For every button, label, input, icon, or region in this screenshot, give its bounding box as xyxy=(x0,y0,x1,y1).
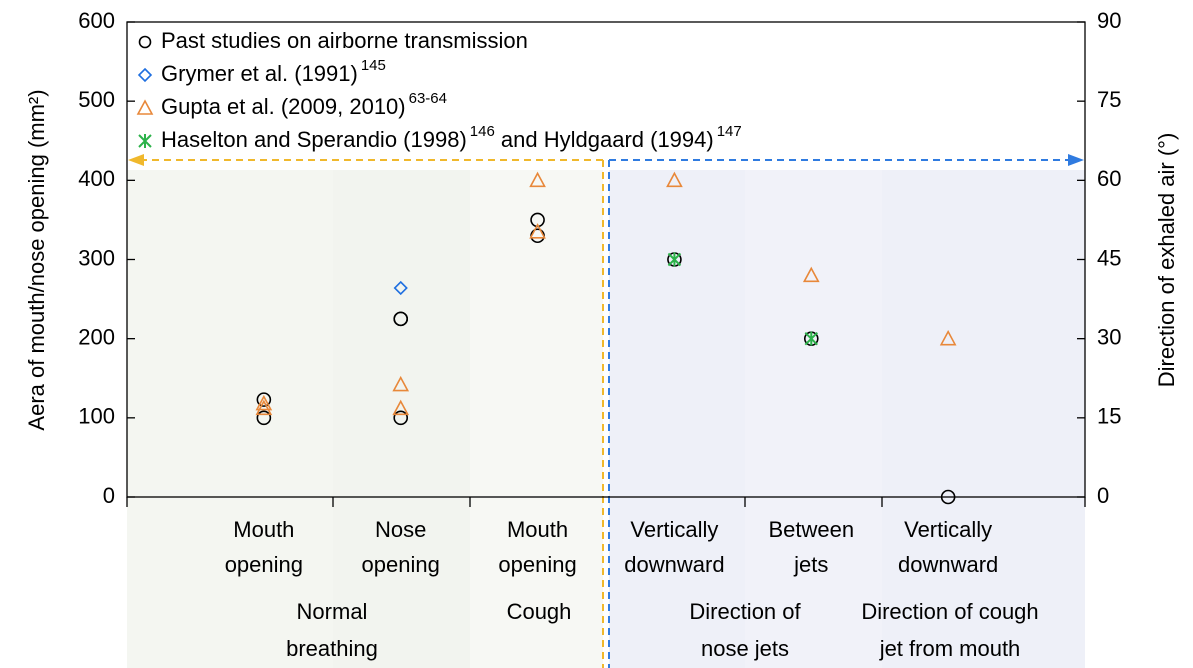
point xyxy=(939,329,957,346)
legend-marker xyxy=(138,134,152,148)
arrow-head xyxy=(128,154,144,166)
group-label: Normal xyxy=(297,599,368,624)
region-shade xyxy=(609,170,745,668)
point xyxy=(393,410,409,426)
legend-marker xyxy=(138,35,152,49)
legend-label: Haselton and Sperandio (1998) 146 and Hyl… xyxy=(161,123,742,152)
point xyxy=(255,394,273,411)
legend-text: Past studies on airborne transmission xyxy=(161,28,528,53)
point xyxy=(256,410,272,426)
group-label: jet from mouth xyxy=(879,636,1021,661)
point xyxy=(940,489,956,505)
point xyxy=(802,266,820,283)
legend-label: Gupta et al. (2009, 2010) 63-64 xyxy=(161,90,447,119)
legend-entry: Gupta et al. (2009, 2010) 63-64 xyxy=(136,90,447,119)
y2-tick-label: 60 xyxy=(1097,166,1121,191)
x-tick-label: Between xyxy=(768,517,854,542)
y-tick-label: 500 xyxy=(78,87,115,112)
group-label: Direction of cough xyxy=(861,599,1038,624)
legend-marker xyxy=(137,67,153,83)
legend-text: Grymer et al. (1991) xyxy=(161,61,358,86)
arrow-head xyxy=(1068,154,1084,166)
group-label: Direction of xyxy=(689,599,801,624)
point xyxy=(529,223,546,239)
legend-marker xyxy=(136,99,154,115)
y2-tick-label: 0 xyxy=(1097,483,1109,508)
x-tick-label: Vertically xyxy=(904,517,992,542)
x-tick-label: opening xyxy=(498,552,576,577)
y-tick-label: 100 xyxy=(78,404,115,429)
x-tick-label: downward xyxy=(898,552,998,577)
y-tick-label: 600 xyxy=(78,8,115,33)
legend-text: Gupta et al. (2009, 2010) xyxy=(161,94,406,119)
x-tick-label: downward xyxy=(624,552,724,577)
y2-tick-label: 15 xyxy=(1097,404,1121,429)
point xyxy=(529,171,546,188)
legend-superscript: 147 xyxy=(717,123,742,140)
legend-entry: Grymer et al. (1991) 145 xyxy=(137,57,386,86)
point xyxy=(666,171,683,188)
x-tick-label: Mouth xyxy=(233,517,294,542)
region-shade xyxy=(745,170,882,668)
region-shade xyxy=(470,170,603,668)
point xyxy=(393,280,408,296)
legend-entry: Past studies on airborne transmission xyxy=(138,28,528,53)
legend-superscript: 63-64 xyxy=(409,90,447,107)
y2-tick-label: 75 xyxy=(1097,87,1121,112)
x-tick-label: jets xyxy=(793,552,828,577)
y2-tick-label: 90 xyxy=(1097,8,1121,33)
point xyxy=(255,399,273,416)
y-tick-label: 0 xyxy=(103,483,115,508)
point xyxy=(392,375,410,392)
legend-label: Past studies on airborne transmission xyxy=(161,28,528,53)
region-shade xyxy=(333,170,470,668)
y-tick-label: 300 xyxy=(78,245,115,270)
group-label: breathing xyxy=(286,636,378,661)
point xyxy=(392,399,410,416)
x-ticks xyxy=(126,497,1086,507)
legend-text: and Hyldgaard (1994) xyxy=(495,127,714,152)
legend-superscript: 146 xyxy=(470,123,495,140)
x-tick-label: Vertically xyxy=(630,517,718,542)
region-shade xyxy=(882,170,1085,668)
y-tick-label: 200 xyxy=(78,324,115,349)
legend-text: Haselton and Sperandio (1998) xyxy=(161,127,467,152)
region-shade xyxy=(127,170,333,668)
y-axis-label: Aera of mouth/nose opening (mm²) xyxy=(24,89,49,430)
x-tick-label: opening xyxy=(225,552,303,577)
group-label: Cough xyxy=(507,599,572,624)
legend-label: Grymer et al. (1991) 145 xyxy=(161,57,386,86)
group-label: nose jets xyxy=(701,636,789,661)
y2-tick-label: 30 xyxy=(1097,324,1121,349)
legend-superscript: 145 xyxy=(361,57,386,74)
point xyxy=(393,311,409,327)
x-tick-label: Mouth xyxy=(507,517,568,542)
legend-entry: Haselton and Sperandio (1998) 146 and Hyl… xyxy=(138,123,742,152)
x-tick-label: opening xyxy=(362,552,440,577)
y2-axis-label: Direction of exhaled air (°) xyxy=(1154,133,1179,388)
point xyxy=(667,252,682,267)
x-tick-label: Nose xyxy=(375,517,426,542)
y-tick-label: 400 xyxy=(78,166,115,191)
y2-tick-label: 45 xyxy=(1097,245,1121,270)
point xyxy=(256,392,272,407)
point xyxy=(804,331,818,346)
